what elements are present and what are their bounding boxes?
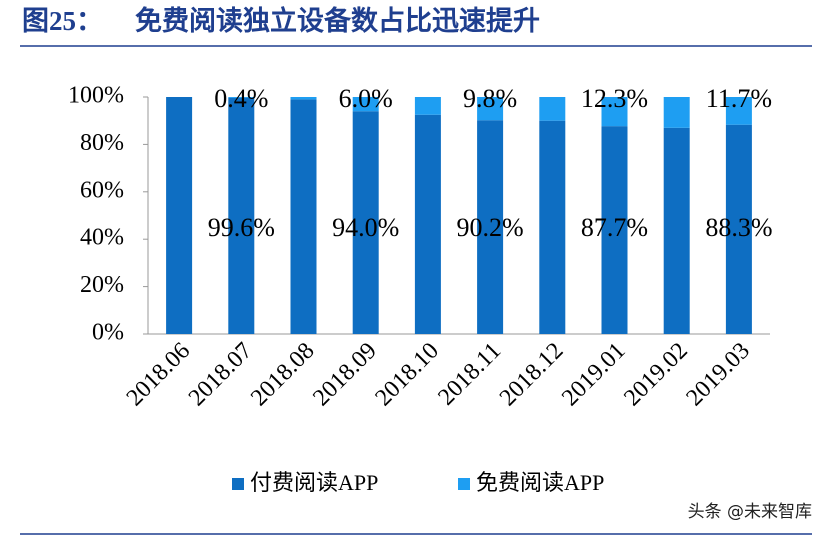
bar-segment [725, 124, 752, 334]
data-label: 99.6% [208, 213, 275, 242]
figure-number: 图25： [22, 6, 103, 36]
bar-segment [290, 99, 317, 335]
bar-segment [539, 120, 566, 334]
bar-segment [290, 97, 317, 100]
bar-segment [352, 111, 379, 334]
bar-segment [539, 97, 566, 121]
x-tick-label: 2018.12 [495, 338, 569, 412]
x-tick-label: 2018.09 [308, 338, 382, 412]
x-tick-label: 2019.03 [681, 338, 755, 412]
watermark: 头条 @未来智库 [688, 502, 812, 522]
legend-swatch [232, 478, 244, 490]
bar-segment [477, 97, 504, 121]
x-tick-label: 2018.11 [433, 338, 506, 411]
chart-title: 免费阅读独立设备数占比迅速提升 [135, 5, 540, 36]
bar-segment [663, 127, 690, 334]
data-label: 6.0% [339, 84, 393, 113]
data-label: 87.7% [581, 213, 648, 242]
data-label: 88.3% [705, 213, 772, 242]
data-label: 9.8% [463, 84, 517, 113]
bar-segment [228, 97, 255, 334]
bar-segment [725, 97, 752, 125]
bar-segment [166, 97, 193, 334]
bar-segment [228, 97, 255, 98]
bar-segment [601, 126, 628, 334]
legend-swatch [458, 478, 470, 490]
bar-segment [663, 97, 690, 128]
y-tick-label: 20% [80, 272, 124, 298]
x-tick-label: 2018.06 [122, 338, 196, 412]
x-tick-label: 2018.08 [246, 338, 320, 412]
y-tick-label: 0% [92, 320, 124, 346]
x-tick-label: 2019.02 [619, 338, 693, 412]
bar-segment [414, 97, 441, 115]
data-label: 90.2% [457, 213, 524, 242]
y-tick-label: 100% [68, 83, 124, 109]
x-tick-label: 2019.01 [557, 338, 631, 412]
data-label: 12.3% [581, 84, 648, 113]
bar-segment [414, 114, 441, 335]
legend-label: 付费阅读APP [250, 470, 378, 495]
legend-label: 免费阅读APP [476, 470, 604, 495]
data-label: 94.0% [332, 213, 399, 242]
bar-segment [601, 97, 628, 127]
bar-segment [352, 97, 379, 112]
x-tick-label: 2018.07 [184, 338, 258, 412]
bar-segment [477, 120, 504, 334]
x-tick-label: 2018.10 [370, 338, 444, 412]
y-tick-label: 80% [80, 130, 124, 156]
y-tick-label: 60% [80, 177, 124, 203]
y-tick-label: 40% [80, 225, 124, 251]
data-label: 11.7% [706, 84, 772, 113]
data-label: 0.4% [214, 84, 268, 113]
